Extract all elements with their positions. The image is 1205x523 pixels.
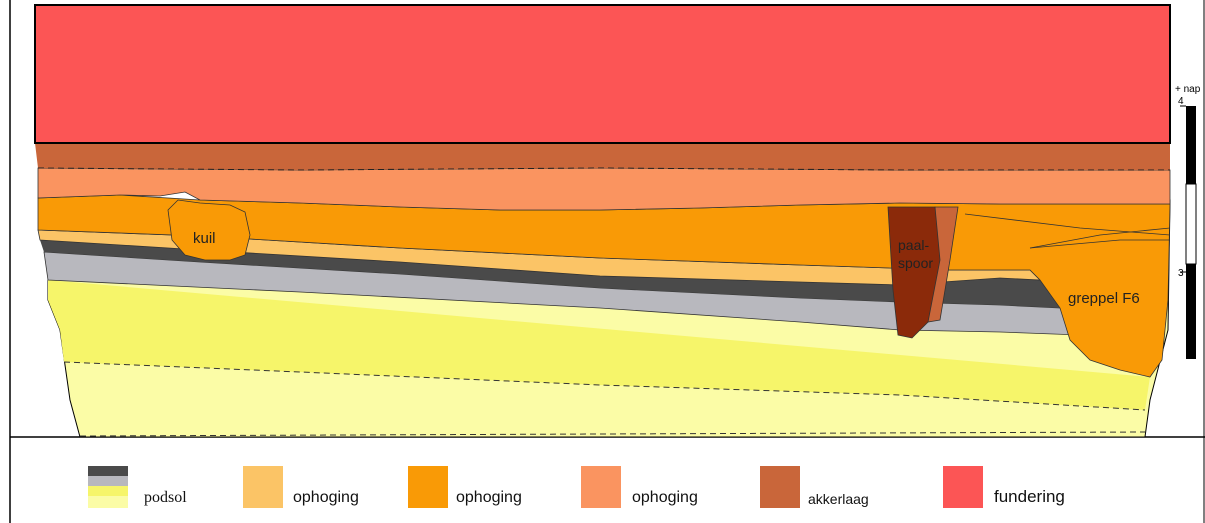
legend-swatch-podsol-grey [88,476,128,486]
scale-bar-bottom [1186,264,1196,359]
scale-bottom-label: 3 [1178,268,1184,279]
legend-swatch-podsol-pale [88,496,128,508]
legend-label-akkerlaag: akkerlaag [808,491,869,507]
legend-label-podsol: podsol [144,489,187,506]
legend-swatch-podsol [88,466,128,508]
feature-kuil [167,199,251,261]
legend-swatch-podsol-yellow [88,486,128,496]
label-paalspoor-line2: spoor [898,255,933,271]
layer-podsol-dark [40,240,1060,308]
label-paalspoor-line1: paal- [898,237,929,253]
legend-swatch-ophoging-light [243,466,283,508]
label-kuil: kuil [193,230,216,247]
scale-top-label: 4 [1178,96,1184,107]
layer-fundering [34,4,1171,144]
legend-swatch-ophoging-orange [408,466,448,508]
legend-swatch-podsol-dark [88,466,128,476]
layer-akkerlaag [35,143,1170,170]
legend-label-ophoging-orange: ophoging [456,489,522,506]
scale-unit-label: + nap [1175,84,1201,95]
scale-bar-top [1186,106,1196,184]
dashed-line-bottom [79,431,1146,437]
feature-paalspoor [887,206,941,339]
scale-bar-middle [1185,183,1197,265]
greppel-line-2 [1029,227,1171,249]
legend-label-fundering: fundering [994,487,1065,506]
label-greppel: greppel F6 [1068,290,1140,307]
legend-swatch-akkerlaag [760,466,800,508]
legend-swatch-fundering [943,466,983,508]
greppel-line-3 [1029,239,1170,249]
legend-label-ophoging-salmon: ophoging [632,489,698,506]
dashed-line-akkerlaag [37,167,1170,171]
legend-label-ophoging-light: ophoging [293,489,359,506]
greppel-line-1 [964,213,1171,236]
legend-swatch-ophoging-salmon [581,466,621,508]
